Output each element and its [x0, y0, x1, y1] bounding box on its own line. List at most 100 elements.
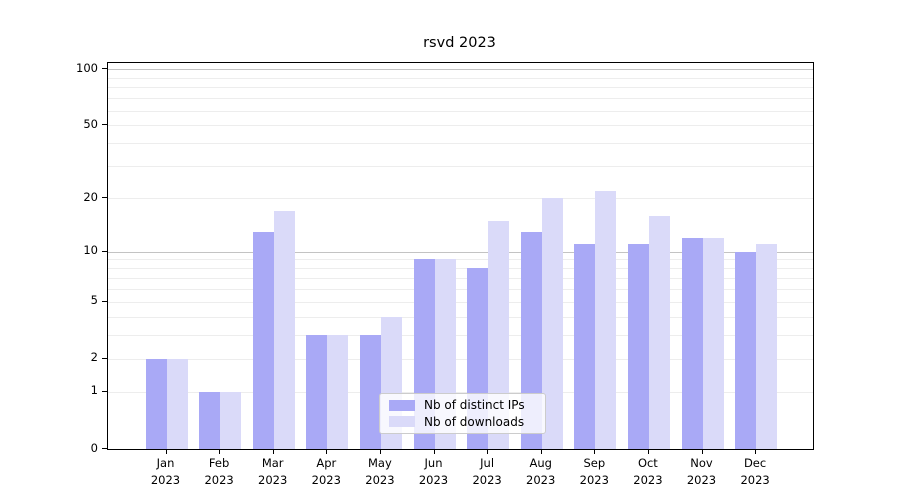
y-tick-label-2: 2	[90, 350, 98, 364]
gridline-minor-50	[108, 125, 813, 127]
x-tick-label-aug: Aug 2023	[513, 455, 569, 488]
x-tick-mark-aug	[540, 450, 542, 454]
legend-label-downloads: Nb of downloads	[424, 414, 525, 429]
x-tick-label-may: May 2023	[352, 455, 408, 488]
y-tick-mark-0	[102, 448, 107, 450]
x-tick-year: 2023	[579, 472, 609, 487]
x-tick-label-feb: Feb 2023	[191, 455, 247, 488]
gridline-minor-30	[108, 166, 813, 168]
x-tick-month: Jun	[424, 456, 443, 470]
x-tick-mark-nov	[701, 450, 703, 454]
x-tick-mark-jul	[487, 450, 489, 454]
x-tick-mark-oct	[647, 450, 650, 454]
y-tick-label-50: 50	[83, 116, 98, 131]
gridline-minor-70	[108, 98, 813, 99]
x-tick-month: Dec	[743, 456, 767, 470]
x-tick-label-jul: Jul 2023	[459, 455, 515, 488]
bar-downloads-apr	[327, 334, 349, 449]
x-tick-mark-mar	[272, 450, 274, 454]
y-tick-mark-50	[102, 124, 107, 126]
gridline-minor-90	[108, 77, 813, 79]
legend-item-distinct-ips: Nb of distinct IPs	[389, 398, 536, 412]
y-tick-label-10: 10	[83, 243, 98, 257]
y-tick-label-5: 5	[90, 293, 98, 307]
x-tick-year: 2023	[365, 472, 395, 487]
gridline-minor-60	[108, 110, 813, 112]
bar-downloads-feb	[220, 391, 242, 449]
x-tick-year: 2023	[472, 472, 502, 487]
x-tick-label-jun: Jun 2023	[406, 455, 462, 488]
gridline-minor-80	[108, 87, 813, 89]
y-tick-mark-10	[102, 250, 107, 252]
bar-downloads-nov	[702, 237, 724, 449]
bar-distinct-ips-oct	[627, 244, 649, 449]
x-tick-label-apr: Apr 2023	[298, 455, 354, 488]
x-tick-year: 2023	[526, 472, 556, 487]
bar-downloads-sep	[595, 190, 617, 449]
x-tick-year: 2023	[311, 472, 341, 487]
bar-downloads-jan	[166, 358, 188, 449]
gridline-minor-1	[108, 391, 813, 393]
gridline-minor-4	[108, 316, 813, 318]
gridline-minor-5	[108, 301, 813, 303]
bar-downloads-aug	[541, 198, 563, 449]
gridline-minor-6	[108, 288, 813, 290]
x-tick-month: Aug	[529, 456, 552, 470]
bar-downloads-jul	[488, 220, 510, 449]
y-tick-label-100: 100	[76, 60, 98, 75]
x-tick-year: 2023	[204, 472, 234, 487]
x-tick-month: Jul	[480, 456, 495, 470]
x-tick-year: 2023	[686, 472, 717, 487]
bar-distinct-ips-mar	[252, 231, 274, 449]
x-tick-label-dec: Dec 2023	[727, 455, 783, 488]
legend-swatch-distinct-ips	[389, 399, 415, 411]
gridline-major-100	[108, 69, 813, 70]
legend-item-downloads: Nb of downloads	[389, 415, 536, 429]
x-tick-label-jan: Jan 2023	[138, 455, 194, 488]
gridline-minor-3	[108, 334, 813, 336]
gridline-minor-40	[108, 143, 813, 145]
x-tick-mark-feb	[219, 450, 221, 454]
x-tick-mark-sep	[594, 450, 596, 454]
x-tick-year: 2023	[258, 472, 288, 487]
x-tick-mark-jan	[165, 450, 167, 454]
x-tick-month: Jan	[156, 456, 175, 470]
plot-area	[107, 62, 814, 450]
bar-distinct-ips-apr	[306, 334, 328, 449]
gridline-minor-9	[108, 259, 813, 261]
x-tick-label-mar: Mar 2023	[245, 455, 301, 488]
y-tick-mark-1	[102, 390, 107, 393]
bar-distinct-ips-feb	[199, 391, 221, 449]
x-tick-mark-jun	[433, 450, 435, 454]
x-tick-month: Feb	[208, 456, 230, 470]
chart-title: rsvd 2023	[423, 35, 496, 51]
y-tick-label-20: 20	[83, 189, 98, 204]
x-tick-year: 2023	[418, 472, 449, 487]
y-tick-mark-5	[102, 300, 107, 302]
y-tick-mark-2	[102, 357, 107, 359]
x-tick-label-sep: Sep 2023	[566, 455, 622, 488]
x-tick-month: Oct	[637, 456, 658, 470]
bar-distinct-ips-dec	[735, 251, 757, 449]
gridline-minor-7	[108, 277, 813, 279]
y-tick-mark-100	[102, 68, 107, 70]
legend-label-distinct-ips: Nb of distinct IPs	[424, 398, 525, 413]
gridline-minor-2	[108, 358, 813, 360]
bar-downloads-oct	[648, 215, 670, 449]
bar-downloads-mar	[273, 211, 295, 449]
y-tick-mark-20	[102, 197, 107, 199]
x-tick-month: Apr	[316, 456, 337, 470]
gridline-minor-20	[108, 198, 813, 200]
bar-downloads-dec	[756, 244, 778, 449]
x-tick-year: 2023	[633, 472, 663, 487]
x-tick-label-oct: Oct 2023	[620, 455, 676, 488]
legend: Nb of distinct IPs Nb of downloads	[379, 393, 546, 434]
bar-distinct-ips-sep	[574, 244, 596, 449]
x-tick-month: Nov	[690, 456, 713, 470]
gridline-minor-8	[108, 268, 813, 270]
x-tick-year: 2023	[740, 472, 770, 487]
legend-swatch-downloads	[389, 416, 415, 428]
x-tick-mark-apr	[326, 450, 328, 454]
bar-distinct-ips-jan	[145, 358, 167, 449]
